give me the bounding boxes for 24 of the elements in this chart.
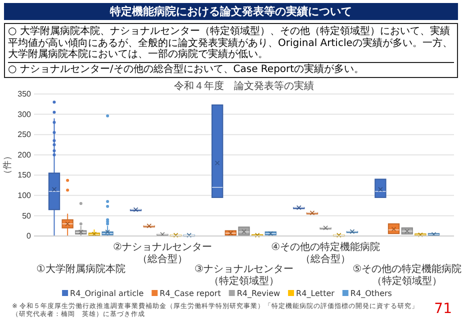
legend-label: R4_Others: [350, 289, 392, 298]
y-axis-title: （件）: [2, 152, 13, 178]
x-tick-label: ②ナショナルセンター（総合型）: [112, 242, 212, 265]
legend-label: R4_Case report: [160, 289, 221, 298]
y-tick-label: 250: [18, 130, 32, 140]
text: ○ 大学附属病院本院、ナショナルセンター（特定領域型）、その他（特定領域型）において、実績平均値が高い傾向にあるが、全般的に論文発表実績があり、Original Articleの実績が多い。一方、大学附属病院本院においては、一部の病院で実績が低い。: [8, 25, 454, 62]
chart-title: 特定機能病院における論文発表等の実績について: [4, 3, 458, 20]
y-tick-label: 0: [26, 232, 32, 241]
legend-label: R4_Original article: [70, 289, 144, 298]
y-tick-label: 200: [18, 150, 32, 160]
y-tick-label: 300: [18, 110, 32, 119]
text: ○ ナショナルセンター/その他の総合型において、Case Reportの実績が多い。: [8, 62, 454, 76]
y-tick-label: 150: [18, 170, 32, 180]
legend-label: R4_Review: [236, 289, 280, 298]
x-tick-label: ①大学附属病院本院: [36, 263, 126, 275]
y-tick-label: 100: [18, 190, 32, 200]
chart-subtitle: 令和４年度 論文発表等の実績: [174, 80, 314, 92]
x-tick-label: ④その他の特定機能病院（総合型）: [271, 241, 380, 265]
y-tick-label: 350: [18, 90, 32, 99]
legend-label: R4_Letter: [296, 289, 336, 298]
x-tick-label: ⑤その他の特定機能病院（特定領域型）: [352, 263, 462, 287]
y-tick-label: 50: [22, 211, 32, 220]
x-tick-label: ③ナショナルセンター（特定領域型）: [194, 264, 294, 287]
text: 71: [434, 301, 452, 317]
